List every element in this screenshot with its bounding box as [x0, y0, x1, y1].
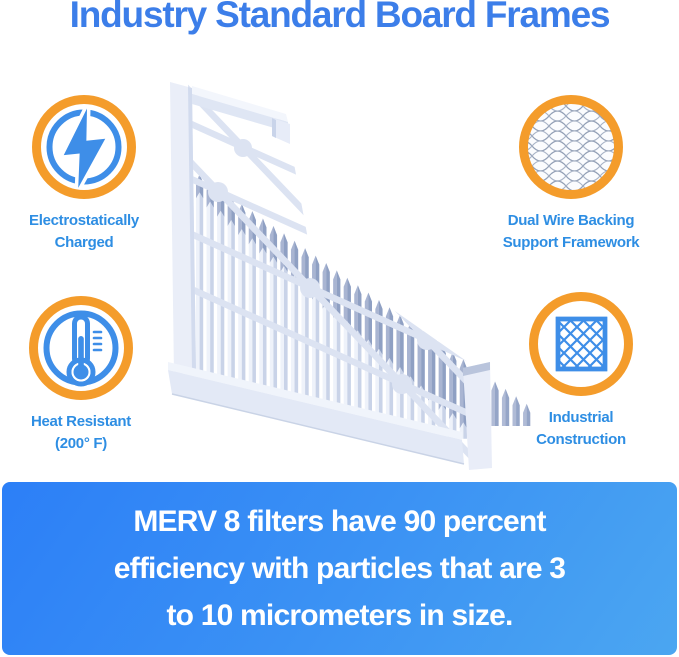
feature-label: Electrostatically Charged: [29, 212, 139, 251]
feature-heat-resistant: Heat Resistant (200° F): [1, 292, 161, 455]
banner-line: MERV 8 filters have 90 percent: [133, 505, 546, 538]
wire-mesh-icon: [519, 95, 623, 199]
page-title: Industry Standard Board Frames: [69, 0, 611, 35]
banner-line: efficiency with particles that are 3: [113, 552, 566, 585]
board-frame: [168, 82, 492, 470]
air-filter-illustration: [168, 82, 531, 470]
feature-industrial-construction: Industrial Construction: [501, 288, 661, 451]
diamond-lattice-icon: [529, 292, 633, 396]
banner-line: to 10 micrometers in size.: [166, 599, 513, 632]
feature-label: Industrial Construction: [536, 409, 626, 448]
feature-dual-wire-backing: Dual Wire Backing Support Framework: [491, 91, 651, 254]
info-banner: MERV 8 filters have 90 percent efficienc…: [2, 482, 677, 655]
feature-label: Heat Resistant (200° F): [30, 413, 131, 452]
feature-label: Dual Wire Backing Support Framework: [502, 212, 640, 251]
lightning-bolt-icon: [32, 95, 136, 199]
thermometer-icon: [29, 296, 133, 400]
feature-electrostatically-charged: Electrostatically Charged: [4, 91, 164, 254]
